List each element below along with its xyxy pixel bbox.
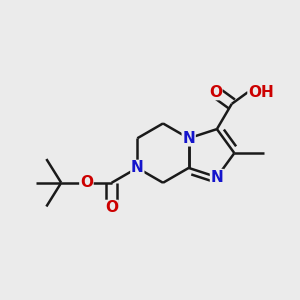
Text: N: N — [131, 160, 144, 175]
Text: N: N — [182, 131, 195, 146]
Text: N: N — [211, 169, 223, 184]
Text: OH: OH — [248, 85, 274, 100]
Text: O: O — [105, 200, 118, 215]
Text: O: O — [209, 85, 222, 100]
Text: O: O — [80, 175, 93, 190]
